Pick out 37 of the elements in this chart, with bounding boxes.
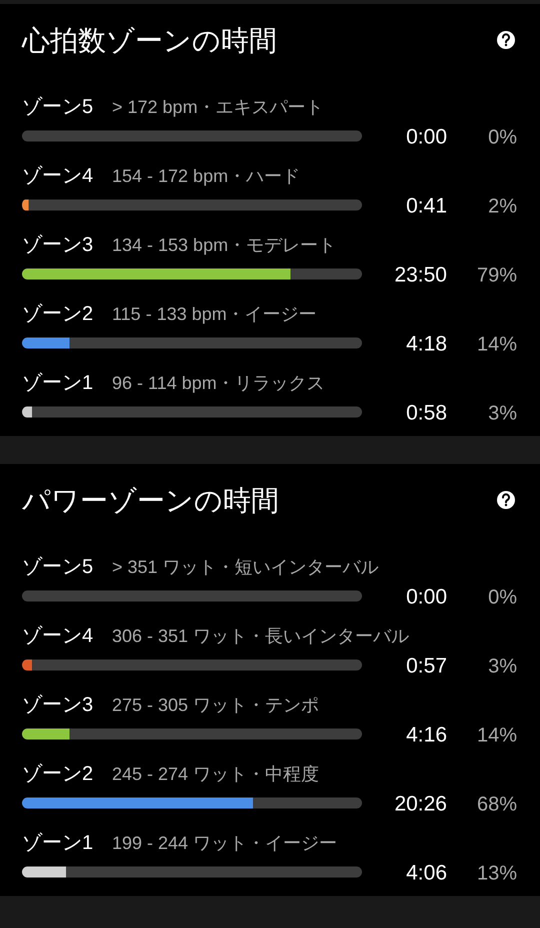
time-label: 0:41 [406, 194, 447, 218]
value-label: 0% [488, 586, 517, 608]
category-label: ゾーン2 [22, 763, 94, 785]
row-description: 245 - 274 ワット・中程度 [112, 764, 320, 784]
row-description: 154 - 172 bpm・ハード [112, 166, 300, 186]
time-label: 0:00 [406, 586, 447, 608]
category-label: ゾーン2 [22, 303, 94, 325]
row-description: > 351 ワット・短いインターバル [112, 557, 379, 577]
time-label: 0:58 [406, 402, 447, 424]
category-label: ゾーン3 [22, 234, 94, 256]
time-label: 20:26 [394, 792, 447, 816]
value-label: 14% [476, 724, 517, 746]
value-label: 13% [476, 862, 517, 884]
row-description: 275 - 305 ワット・テンポ [112, 695, 320, 715]
category-label: ゾーン4 [22, 625, 94, 647]
category-label: ゾーン5 [22, 96, 94, 118]
category-label: ゾーン5 [22, 556, 94, 578]
title: パワーゾーンの時間 [22, 485, 279, 516]
row-description: > 172 bpm・エキスパート [112, 97, 324, 117]
time-label: 4:16 [406, 724, 447, 746]
time-label: 4:06 [406, 862, 447, 884]
row-description: 134 - 153 bpm・モデレート [112, 235, 336, 255]
category-label: ゾーン4 [22, 165, 94, 187]
row-description: 199 - 244 ワット・イージー [112, 833, 338, 853]
value-label: 68% [476, 794, 517, 816]
time-label: 23:50 [394, 264, 447, 286]
time-label: 0:00 [406, 126, 447, 148]
row-description: 96 - 114 bpm・リラックス [112, 373, 325, 393]
category-label: ゾーン1 [22, 372, 94, 394]
time-label: 0:57 [406, 654, 447, 678]
title: 心拍数ゾーンの時間 [22, 25, 277, 56]
row-description: 306 - 351 ワット・長いインターバル [112, 626, 410, 646]
value-label: 3% [488, 656, 517, 678]
time-label: 4:18 [406, 332, 447, 356]
row-description: 115 - 133 bpm・イージー [112, 304, 317, 324]
category-label: ゾーン1 [22, 832, 94, 854]
category-label: ゾーン3 [22, 694, 94, 716]
